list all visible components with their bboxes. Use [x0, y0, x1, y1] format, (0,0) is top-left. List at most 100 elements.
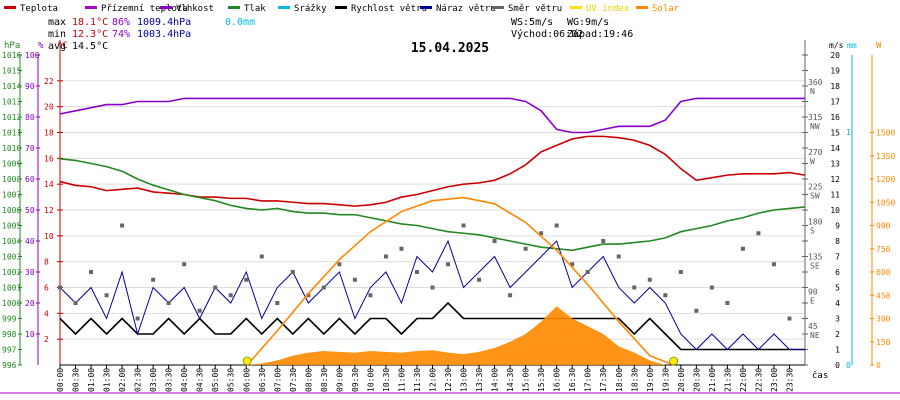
x-tick-label: 13:30: [475, 368, 484, 392]
series-sm-r-v-tru-point: [259, 254, 264, 259]
x-tick-label: 03:00: [149, 368, 158, 392]
x-tick-label: 14:30: [506, 368, 515, 392]
ms-unit: m/s: [829, 41, 844, 50]
series-sm-r-v-tru-point: [120, 223, 125, 228]
x-tick-label: 01:00: [87, 368, 96, 392]
x-tick-label: 11:00: [397, 368, 406, 392]
x-tick-label: 06:00: [242, 368, 251, 392]
temp-tick-label: 18: [44, 129, 54, 138]
temp-tick-label: 22: [44, 77, 54, 86]
legend-label: Rychlost větru: [351, 4, 427, 14]
series-sm-r-v-tru-point: [601, 239, 606, 243]
series-sm-r-v-tru-point: [368, 293, 373, 298]
pct-tick-label: 90: [25, 82, 35, 91]
pct-tick-label: 50: [25, 206, 35, 215]
pct-tick-label: 60: [25, 175, 35, 184]
stat-sunset: Západ:19:46: [567, 28, 633, 40]
ms-tick-label: 9: [835, 222, 840, 231]
dir-tick-label: W: [810, 157, 815, 166]
marker-východ: [242, 356, 252, 366]
pct-tick-label: 30: [25, 268, 35, 277]
x-tick-label: 00:30: [72, 368, 81, 392]
series-sm-r-v-tru-point: [430, 285, 435, 290]
series-solar-area: [246, 306, 666, 365]
series-sm-r-v-tru-point: [461, 223, 466, 228]
x-tick-label: 10:00: [366, 368, 375, 392]
series-sm-r-v-tru-point: [290, 270, 295, 274]
series-sm-r-v-tru-point: [585, 270, 590, 274]
w-tick-label: 150: [876, 338, 891, 347]
x-tick-label: 02:00: [118, 368, 127, 392]
mm-tick-label: 0: [846, 361, 851, 370]
ms-tick-label: 20: [830, 51, 840, 60]
ms-tick-label: 15: [830, 129, 840, 138]
series-sm-r-v-tru-point: [197, 308, 202, 313]
x-tick-label: 05:00: [211, 368, 220, 392]
x-tick-label: 00:00: [56, 368, 65, 392]
hpa-tick-label: 1009: [2, 160, 21, 169]
hpa-unit: hPa: [4, 41, 20, 51]
dir-tick-label: N: [810, 87, 815, 96]
x-tick-label: 07:00: [273, 368, 282, 392]
series-sm-r-v-tru-point: [244, 277, 249, 282]
x-tick-label: 09:30: [351, 368, 360, 392]
ms-tick-label: 14: [830, 144, 840, 153]
legend-label: Náraz větru: [436, 4, 496, 14]
ms-tick-label: 17: [830, 98, 840, 107]
series-sm-r-v-tru-point: [771, 262, 776, 267]
x-tick-label: 02:30: [134, 368, 143, 392]
legend-swatch: [278, 6, 290, 9]
stat-min-hum: 74%: [112, 29, 130, 40]
temp-tick-label: 6: [44, 284, 49, 293]
pct-tick-label: 70: [25, 144, 35, 153]
x-tick-label: 13:00: [460, 368, 469, 392]
stat-avg-label: avg: [48, 41, 66, 52]
series-sm-r-v-tru-point: [632, 285, 637, 290]
hpa-tick-label: 1010: [2, 144, 21, 153]
x-tick-label: 09:00: [335, 368, 344, 392]
legend-label: Srážky: [294, 4, 327, 14]
x-tick-label: 21:00: [708, 368, 717, 392]
stat-max-temp: 18.1°C: [72, 17, 108, 28]
legend-swatch: [636, 6, 648, 9]
ms-tick-label: 13: [830, 160, 840, 169]
series-sm-r-v-tru-point: [337, 262, 342, 267]
dir-tick-label: S: [810, 227, 815, 236]
stat-max-hum: 86%: [112, 17, 130, 28]
ms-tick-label: 2: [835, 330, 840, 339]
stat-wg: WG:9m/s: [567, 17, 609, 28]
ms-tick-label: 12: [830, 175, 840, 184]
hpa-tick-label: 996: [2, 361, 17, 370]
stat-max-rain: 0.0mm: [225, 17, 255, 28]
pct-tick-label: 40: [25, 237, 35, 246]
legend-swatch: [85, 6, 97, 9]
x-tick-label: 16:30: [568, 368, 577, 392]
ms-tick-label: 5: [835, 284, 840, 293]
stat-min-label: min: [48, 29, 66, 40]
hpa-tick-label: 1013: [2, 98, 21, 107]
series-sm-r-v-tru-point: [275, 301, 280, 305]
series-sm-r-v-tru-point: [539, 231, 544, 236]
left-axes: hPa9969979989991000100110021003100410051…: [2, 40, 68, 370]
series-sm-r-v-tru-point: [477, 277, 482, 282]
pct-tick-label: 10: [25, 330, 35, 339]
x-tick-label: 08:30: [320, 368, 329, 392]
w-tick-label: 1500: [876, 129, 895, 138]
pct-tick-label: 80: [25, 113, 35, 122]
dir-tick-label: E: [810, 296, 815, 305]
dir-tick-label: SW: [810, 192, 820, 201]
series-sm-r-v-tru-point: [647, 277, 652, 282]
w-tick-label: 450: [876, 291, 891, 300]
hpa-tick-label: 1016: [2, 51, 21, 60]
legend-swatch: [420, 6, 432, 9]
x-tick-label: 18:30: [630, 368, 639, 392]
pct-tick-label: 20: [25, 299, 35, 308]
marker-západ: [669, 356, 679, 366]
series-sm-r-v-tru-point: [756, 231, 761, 236]
x-tick-label: 23:30: [785, 368, 794, 392]
x-tick-label: 04:00: [180, 368, 189, 392]
series-sm-r-v-tru-point: [508, 293, 513, 298]
x-tick-label: 01:30: [103, 368, 112, 392]
legend-swatch: [4, 6, 16, 9]
temp-tick-label: 4: [44, 309, 49, 318]
